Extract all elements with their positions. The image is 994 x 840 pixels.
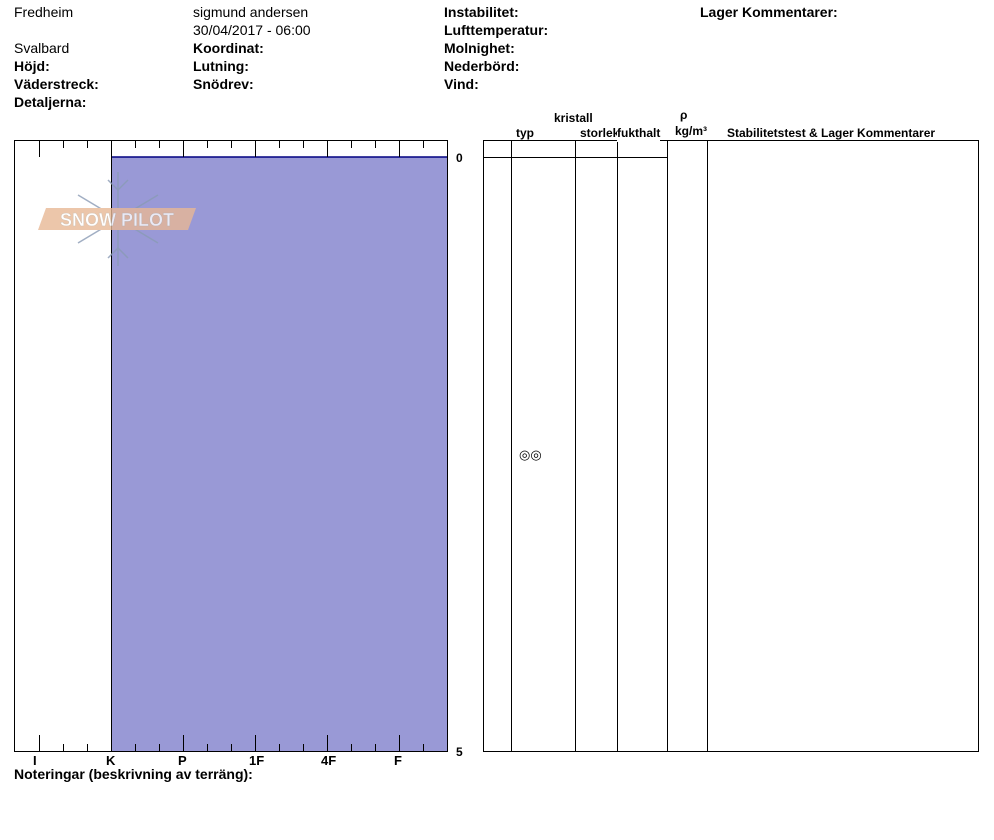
col-kristall: kristall <box>554 111 593 125</box>
hardness-label-K: K <box>106 753 116 768</box>
col-typ: typ <box>516 126 534 140</box>
label-lutning: Lutning: <box>193 58 249 74</box>
col-fukthalt: fukthalt <box>617 124 661 142</box>
label-snodrev: Snödrev: <box>193 76 254 92</box>
location: Fredheim <box>14 4 74 20</box>
depth-label-bottom: 5 <box>456 745 463 759</box>
depth-label-top: 0 <box>456 151 463 165</box>
hardness-label-P: P <box>178 753 187 768</box>
label-detaljerna: Detaljerna: <box>14 94 87 110</box>
col-rho: ρ <box>680 108 688 122</box>
label-koordinat: Koordinat: <box>193 40 264 56</box>
col-comments: Stabilitetstest & Lager Kommentarer <box>727 126 936 140</box>
label-lufttemperatur: Lufttemperatur: <box>444 22 549 38</box>
region: Svalbard <box>14 40 70 56</box>
hardness-label-4F: 4F <box>321 753 337 768</box>
label-nederbord: Nederbörd: <box>444 58 520 74</box>
label-molnighet: Molnighet: <box>444 40 515 56</box>
hardness-label-I: I <box>33 753 37 768</box>
label-hojd: Höjd: <box>14 58 50 74</box>
profile-frame <box>14 140 448 752</box>
hardness-label-1F: 1F <box>249 753 265 768</box>
label-instabilitet: Instabilitet: <box>444 4 519 20</box>
datetime: 30/04/2017 - 06:00 <box>193 22 311 38</box>
label-vaderstreck: Väderstreck: <box>14 76 99 92</box>
svg-text:SNOW PILOT: SNOW PILOT <box>60 210 174 230</box>
snow-layer <box>111 157 447 751</box>
label-vind: Vind: <box>444 76 479 92</box>
hardness-label-F: F <box>394 753 402 768</box>
col-density-unit: kg/m³ <box>675 124 708 138</box>
layer-table-frame <box>483 140 979 752</box>
snowpilot-logo: SNOW PILOT <box>38 172 196 266</box>
hardness-ticks <box>39 141 424 751</box>
grain-type-symbol: ◎◎ <box>519 447 542 462</box>
observer: sigmund andersen <box>193 4 309 20</box>
label-lager-kommentarer: Lager Kommentarer: <box>700 4 838 20</box>
notes-label: Noteringar (beskrivning av terräng): <box>14 766 253 782</box>
col-storlek: storlek <box>580 126 620 140</box>
